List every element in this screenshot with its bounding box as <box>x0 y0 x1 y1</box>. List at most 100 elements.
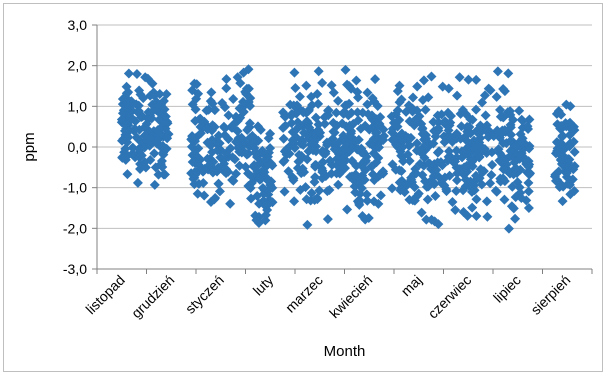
data-point <box>290 83 301 94</box>
chart-frame: -3,0 -2,0 -1,0 0,0 1,0 2,0 3,0 listopad grudzie… <box>3 3 603 372</box>
data-point <box>306 138 317 149</box>
data-point <box>260 209 271 220</box>
data-point <box>371 128 382 139</box>
data-point <box>303 105 314 116</box>
data-point <box>120 143 131 154</box>
data-point <box>510 213 521 224</box>
data-point <box>394 97 405 108</box>
data-point <box>451 186 462 197</box>
data-point <box>286 118 297 129</box>
data-point <box>309 129 320 140</box>
data-point <box>278 133 289 144</box>
data-point <box>310 172 321 183</box>
data-point <box>387 134 398 145</box>
data-point <box>378 166 389 177</box>
data-point <box>331 107 342 118</box>
data-point <box>228 93 239 104</box>
data-point <box>203 104 214 115</box>
data-point <box>439 172 450 183</box>
data-point <box>195 128 206 139</box>
data-point <box>320 148 331 159</box>
data-point <box>394 177 405 188</box>
data-point <box>467 202 478 213</box>
data-point <box>139 157 150 168</box>
data-point <box>507 166 518 177</box>
data-point <box>314 185 325 196</box>
data-point <box>344 98 355 109</box>
data-point <box>149 148 160 159</box>
data-point <box>475 140 486 151</box>
data-point <box>116 114 127 125</box>
data-point <box>333 95 344 106</box>
axes <box>92 24 593 274</box>
data-point <box>428 138 439 149</box>
data-point <box>246 177 257 188</box>
data-point <box>135 164 146 175</box>
data-point <box>355 123 366 134</box>
data-point <box>299 167 310 178</box>
data-point <box>471 210 482 221</box>
data-point <box>473 123 484 134</box>
data-point <box>254 172 265 183</box>
data-point <box>367 169 378 180</box>
data-point <box>491 91 502 102</box>
data-point <box>392 121 403 132</box>
data-point <box>458 206 469 217</box>
data-point <box>366 110 377 121</box>
data-point <box>289 196 300 207</box>
data-point <box>471 74 482 85</box>
data-point <box>479 90 490 101</box>
x-tick-label: luty <box>250 272 277 299</box>
data-point <box>493 144 504 155</box>
data-point <box>443 125 454 136</box>
data-point <box>445 110 456 121</box>
data-point <box>426 214 437 225</box>
data-point <box>435 157 446 168</box>
data-point <box>206 87 217 98</box>
data-point <box>121 81 132 92</box>
data-point <box>480 110 491 121</box>
data-point <box>188 132 199 143</box>
data-point <box>324 185 335 196</box>
x-tick-label: lipiec <box>490 272 524 306</box>
data-point <box>157 140 168 151</box>
data-point <box>503 68 514 79</box>
data-point <box>505 109 516 120</box>
data-point <box>227 152 238 163</box>
data-point <box>396 128 407 139</box>
data-point <box>454 72 465 83</box>
data-point <box>420 104 431 115</box>
data-point <box>506 129 517 140</box>
data-point <box>439 180 450 191</box>
data-point <box>470 175 481 186</box>
data-point <box>123 132 134 143</box>
data-point <box>323 110 334 121</box>
x-tick-label: kwiecień <box>326 272 375 321</box>
data-point <box>464 122 475 133</box>
data-point <box>131 69 142 80</box>
data-point <box>387 183 398 194</box>
data-point <box>146 106 157 117</box>
data-point <box>411 138 422 149</box>
data-point <box>409 195 420 206</box>
data-point <box>494 155 505 166</box>
data-point <box>313 119 324 130</box>
data-point <box>122 169 133 180</box>
data-point <box>509 157 520 168</box>
data-point <box>149 179 160 190</box>
data-point <box>297 137 308 148</box>
data-point <box>370 74 381 85</box>
data-point <box>202 153 213 164</box>
data-point <box>412 105 423 116</box>
data-point <box>416 118 427 129</box>
data-point <box>223 134 234 145</box>
data-point <box>563 118 574 129</box>
data-point <box>515 164 526 175</box>
y-tick-label: 1,0 <box>68 98 88 114</box>
data-point <box>225 143 236 154</box>
data-point <box>158 169 169 180</box>
data-point <box>432 110 443 121</box>
data-point <box>252 148 263 159</box>
data-point <box>351 75 362 86</box>
data-point <box>339 156 350 167</box>
